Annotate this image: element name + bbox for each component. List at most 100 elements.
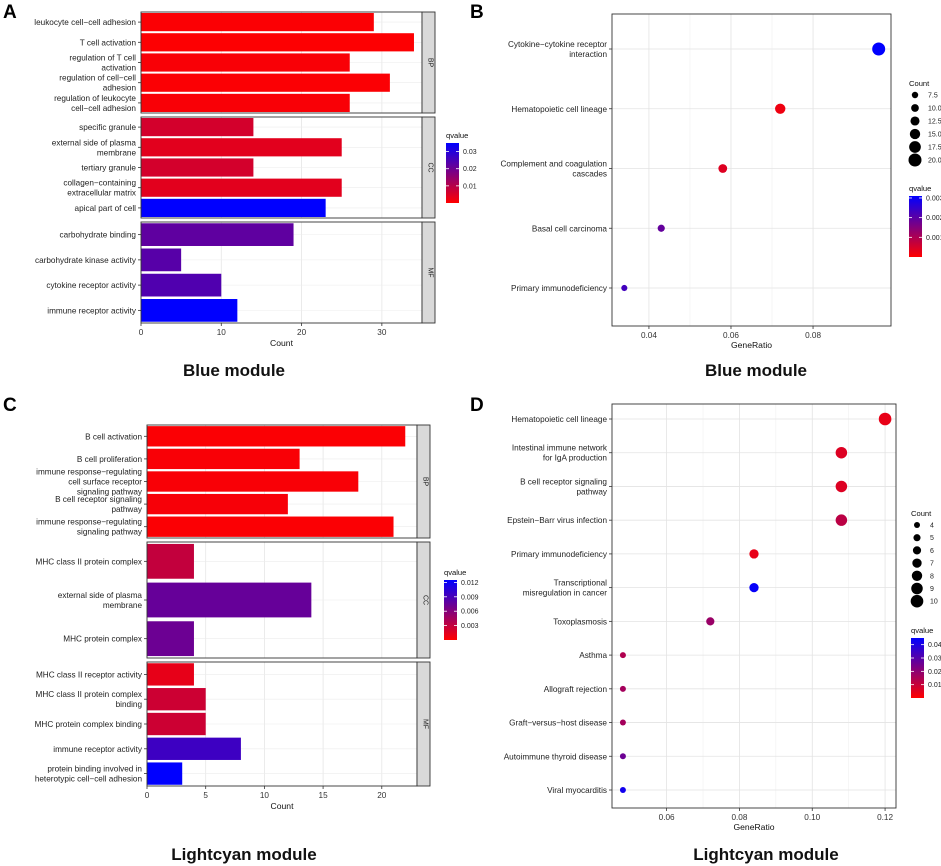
panel-a-category-label: regulation of leukocyte — [54, 94, 136, 103]
panel-d-count-legend-label: 9 — [930, 586, 934, 593]
panel-d-dot — [835, 446, 848, 459]
panel-a-category-label: tertiary granule — [81, 164, 136, 173]
panel-b-dot — [657, 224, 665, 232]
panel-d-qvalue-legend-title: qvalue — [911, 626, 933, 635]
panel-c-x-axis-title: Count — [271, 801, 295, 811]
panel-a-category-label: adhesion — [103, 84, 137, 93]
panel-c-category-label: MHC class II protein complex — [36, 557, 142, 566]
panel-a-category-label: collagen−containing — [63, 179, 136, 188]
panel-a-xtick-label: 20 — [297, 328, 307, 337]
panel-d-count-legend-dot — [912, 546, 922, 555]
panel-d-category-label: for IgA production — [543, 454, 608, 463]
panel-a-colorbar-tick-label: 0.03 — [463, 149, 477, 156]
panel-a-bar — [141, 93, 350, 112]
panel-b-colorbar-tick-label: 0.001 — [926, 235, 941, 242]
panel-d-colorbar-tick-label: 0.04 — [928, 642, 941, 649]
panel-c-colorbar-tick-label: 0.012 — [461, 580, 479, 587]
panel-b-caption: Blue module — [705, 361, 807, 380]
panel-c-category-label: signaling pathway — [77, 528, 143, 537]
panel-a-category-label: apical part of cell — [75, 204, 137, 213]
panel-c-xtick-label: 20 — [377, 791, 387, 800]
panel-c-category-label: immune response−regulating — [36, 518, 142, 527]
panel-c-category-label: MHC protein complex binding — [35, 720, 143, 729]
panel-a-category-label: T cell activation — [80, 38, 137, 47]
panel-a-category-label: cell−cell adhesion — [71, 104, 136, 113]
panel-d-category-label: Toxoplasmosis — [553, 617, 607, 626]
panel-a-category-label: membrane — [97, 148, 137, 157]
panel-a-bar — [141, 13, 374, 32]
panel-d-count-legend-dot — [914, 522, 920, 528]
panel-b-category-label: Primary immunodeficiency — [511, 284, 608, 293]
panel-c-bar — [147, 712, 206, 736]
panel-c-bar — [147, 663, 194, 686]
panel-d-colorbar-tick-label: 0.02 — [928, 669, 941, 676]
panel-c-xtick-label: 0 — [145, 791, 150, 800]
panel-a-bar — [141, 73, 390, 92]
panel-c-xtick-label: 10 — [260, 791, 270, 800]
panel-a-bar — [141, 118, 254, 137]
panel-a-bar — [141, 33, 414, 52]
panel-c-bar — [147, 448, 300, 470]
panel-a-category-label: regulation of cell−cell — [59, 74, 136, 83]
panel-a-category-label: specific granule — [79, 123, 136, 132]
panel-c-bar — [147, 493, 288, 515]
panel-d-colorbar-tick-label: 0.03 — [928, 656, 941, 663]
panel-d-category-label: Graft−versus−host disease — [509, 719, 607, 728]
panel-c-category-label: MHC class II protein complex — [36, 690, 142, 699]
panel-c-category-label: binding — [116, 700, 143, 709]
panel-b-x-axis-title: GeneRatio — [731, 340, 772, 350]
panel-a-bar — [141, 299, 238, 322]
panel-b-count-legend-label: 7.5 — [928, 93, 938, 100]
panel-a-caption: Blue module — [183, 361, 285, 380]
panel-c-facet-strip — [416, 661, 431, 787]
panel-d-category-label: Hematopoietic cell lineage — [511, 415, 607, 424]
panel-b-dot — [718, 164, 728, 173]
panel-d-plot-border — [611, 403, 897, 809]
panel-c-category-label: heterotypic cell−cell adhesion — [35, 775, 143, 784]
panel-b-colorbar-tick-label: 0.003 — [926, 195, 941, 202]
panel-c-category-label: immune response−regulating — [36, 468, 142, 477]
panel-a-bar — [141, 273, 222, 297]
panel-c-facet-strip — [416, 541, 431, 659]
panel-b-qvalue-colorbar — [909, 196, 922, 257]
panel-d-count-legend-label: 8 — [930, 573, 934, 580]
panel-d-dot — [619, 719, 626, 726]
panel-d-x-axis-title: GeneRatio — [733, 822, 774, 832]
panel-b-count-legend-title: Count — [909, 79, 930, 88]
panel-c-colorbar-tick-label: 0.006 — [461, 609, 479, 616]
panel-b-xtick-label: 0.04 — [641, 331, 657, 340]
panel-d-category-label: Intestinal immune network — [512, 444, 608, 453]
panel-b-xtick-label: 0.06 — [723, 331, 739, 340]
panel-b-count-legend-dot — [910, 116, 920, 126]
panel-c-category-label: signaling pathway — [77, 488, 143, 497]
panel-d-dot-plot: D Lightcyan module Hematopoietic cell li… — [470, 395, 941, 864]
panel-a-qvalue-legend-title: qvalue — [446, 131, 468, 140]
panel-a-category-label: extracellular matrix — [67, 189, 136, 198]
panel-d-count-legend-label: 6 — [930, 548, 934, 555]
panel-b-xtick-label: 0.08 — [805, 331, 821, 340]
panel-b-count-legend-dot — [911, 91, 919, 99]
panel-d-count-legend-dot — [911, 582, 923, 595]
panel-a-xtick-label: 30 — [377, 328, 387, 337]
panel-a-x-axis-title: Count — [270, 338, 294, 348]
panel-a-label: A — [3, 2, 17, 23]
panel-d-category-label: Primary immunodeficiency — [511, 550, 608, 559]
panel-c-category-label: MHC protein complex — [63, 635, 142, 644]
panel-d-category-label: pathway — [577, 487, 608, 496]
panel-b-qvalue-legend-title: qvalue — [909, 184, 931, 193]
panel-c-bar — [147, 621, 194, 657]
panel-a-bar — [141, 138, 342, 157]
panel-c-caption: Lightcyan module — [171, 845, 316, 864]
panel-a-colorbar-tick-label: 0.01 — [463, 183, 477, 190]
panel-a-category-label: regulation of T cell — [69, 54, 136, 63]
panel-c-qvalue-colorbar — [444, 580, 457, 640]
panel-a-bar — [141, 158, 254, 177]
panel-d-dot — [706, 617, 715, 626]
panel-d-category-label: Autoimmune thyroid disease — [504, 752, 608, 761]
panel-d-count-legend-title: Count — [911, 509, 932, 518]
panel-b-category-label: Complement and coagulation — [500, 160, 607, 169]
panel-d-count-legend-dot — [913, 534, 921, 542]
panel-d-dot — [835, 480, 848, 493]
panel-d-xtick-label: 0.10 — [804, 813, 820, 822]
panel-c-xtick-label: 5 — [203, 791, 208, 800]
